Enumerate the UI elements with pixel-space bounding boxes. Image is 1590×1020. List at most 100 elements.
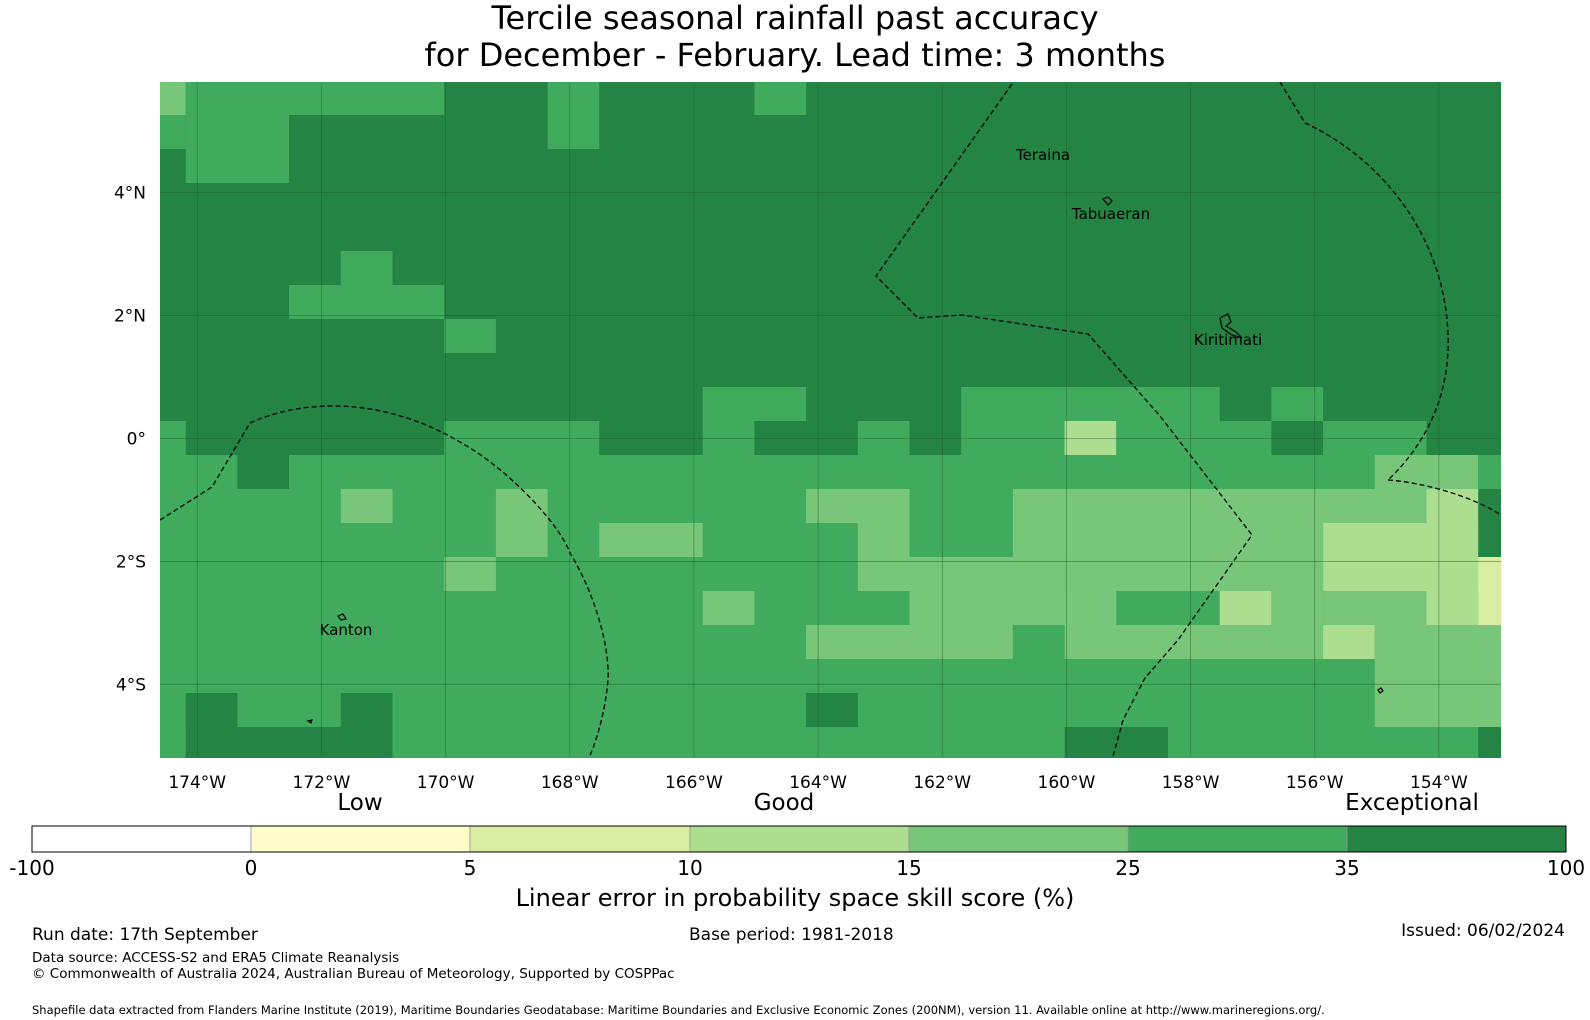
skill-cell xyxy=(495,489,548,523)
skill-cell xyxy=(444,319,496,353)
skill-cell xyxy=(185,82,445,115)
latitude-tick-label: 4°S xyxy=(116,675,146,695)
longitude-tick-label: 162°W xyxy=(913,773,971,793)
skill-cell xyxy=(1064,421,1117,455)
category-labels: Low Good Exceptional xyxy=(337,790,1478,816)
longitude-tick-label: 158°W xyxy=(1162,773,1220,793)
title-line-2: for December - February. Lead time: 3 mo… xyxy=(424,36,1166,74)
category-label: Good xyxy=(754,790,815,816)
skill-cell xyxy=(1271,387,1324,421)
skill-cell xyxy=(237,455,290,489)
skill-cell xyxy=(1426,421,1479,455)
skill-cell xyxy=(1323,523,1479,557)
islands xyxy=(306,196,1384,724)
skill-cell xyxy=(1323,557,1501,591)
colorbar-frame xyxy=(31,825,1567,853)
colorbar-swatch xyxy=(469,825,691,853)
skill-cell xyxy=(160,693,186,727)
colorbar-tick-label: 100 xyxy=(1547,856,1585,880)
longitude-tick-label: 164°W xyxy=(789,773,847,793)
skill-cell xyxy=(1064,727,1168,758)
latitude-tick-label: 0° xyxy=(127,429,146,449)
skill-cell xyxy=(495,523,548,557)
longitude-tick-label: 170°W xyxy=(417,773,475,793)
skill-cell xyxy=(1323,625,1375,659)
skill-cell xyxy=(547,115,600,149)
skill-cell xyxy=(754,82,807,115)
small-island xyxy=(1377,687,1384,694)
longitude-tick-label: 166°W xyxy=(665,773,723,793)
skill-cell xyxy=(1012,523,1324,557)
skill-cell xyxy=(1012,489,1427,523)
skill-cell xyxy=(857,557,1065,591)
skill-cell xyxy=(160,659,1479,693)
colorbar-tick-label: -100 xyxy=(9,856,54,880)
graticule xyxy=(160,82,1501,758)
skill-cell xyxy=(1012,625,1065,659)
place-label: Kanton xyxy=(320,621,373,639)
skill-cell xyxy=(289,285,445,319)
skill-cell xyxy=(160,421,186,455)
base-period: Base period: 1981-2018 xyxy=(689,925,894,945)
skill-cell xyxy=(1323,421,1427,455)
colorbar-swatch xyxy=(908,825,1129,853)
skill-cell xyxy=(1478,455,1501,489)
longitude-tick-label: 160°W xyxy=(1038,773,1096,793)
skill-cell xyxy=(185,149,290,183)
colorbar-tick-label: 25 xyxy=(1115,856,1140,880)
longitude-ticks: 174°W 172°W 170°W 168°W 166°W 164°W 162°W 160°W… xyxy=(168,773,1468,793)
run-date: Run date: 17th September xyxy=(32,925,258,945)
place-label: Teraina xyxy=(1015,146,1070,164)
colorbar-ticks: -100 0 5 10 15 25 35 100 xyxy=(9,856,1585,880)
longitude-tick-label: 154°W xyxy=(1410,773,1468,793)
latitude-tick-label: 4°N xyxy=(114,184,146,204)
data-source: Data source: ACCESS-S2 and ERA5 Climate … xyxy=(32,950,400,966)
skill-cell xyxy=(340,693,393,727)
skill-cell xyxy=(160,115,186,149)
shapefile-credit: Shapefile data extracted from Flanders M… xyxy=(32,1003,1325,1017)
place-label: Kiritimati xyxy=(1194,331,1262,349)
colorbar-tick-label: 5 xyxy=(464,856,477,880)
longitude-tick-label: 174°W xyxy=(168,773,226,793)
skill-cell xyxy=(1374,693,1501,727)
skill-cell xyxy=(1271,591,1324,625)
longitude-tick-label: 156°W xyxy=(1286,773,1344,793)
longitude-tick-label: 168°W xyxy=(541,773,599,793)
skill-cell xyxy=(599,523,703,557)
chart-title: Tercile seasonal rainfall past accuracy … xyxy=(0,0,1590,74)
skill-cell xyxy=(1478,591,1501,625)
colorbar-tick-label: 35 xyxy=(1334,856,1359,880)
colorbar xyxy=(31,825,1567,853)
skill-cell xyxy=(857,421,910,455)
category-label: Low xyxy=(337,790,382,816)
skill-cell xyxy=(806,625,1013,659)
category-label: Exceptional xyxy=(1345,790,1479,816)
skill-cell xyxy=(961,387,1220,421)
skill-cell xyxy=(185,693,238,727)
colorbar-tick-label: 15 xyxy=(896,856,921,880)
skill-cell xyxy=(702,387,807,421)
skill-cell xyxy=(1426,591,1479,625)
skill-cell xyxy=(702,421,755,455)
eez-line-north xyxy=(875,83,1253,758)
skill-cell xyxy=(909,591,1117,625)
skill-cell xyxy=(444,557,496,591)
place-label: Tabuaeran xyxy=(1071,205,1150,223)
skill-cell xyxy=(806,693,858,727)
eez-line-southeast xyxy=(1387,479,1501,516)
colorbar-swatch xyxy=(1346,825,1567,853)
tabuaeran-island xyxy=(1102,196,1113,206)
colorbar-tick-label: 10 xyxy=(677,856,702,880)
latitude-tick-label: 2°S xyxy=(116,552,146,572)
kiritimati-island xyxy=(1219,313,1243,339)
eez-arc-southwest xyxy=(160,405,609,758)
colorbar-swatch xyxy=(31,825,252,853)
latitude-ticks: 4°N 2°N 0° 2°S 4°S xyxy=(114,184,146,696)
skill-cell xyxy=(1064,557,1324,591)
eez-boundaries xyxy=(160,82,1501,758)
skill-cell xyxy=(806,489,910,523)
colorbar-swatch xyxy=(250,825,471,853)
skill-cell xyxy=(289,455,1479,489)
small-island xyxy=(306,719,313,724)
skill-cell xyxy=(547,82,600,115)
